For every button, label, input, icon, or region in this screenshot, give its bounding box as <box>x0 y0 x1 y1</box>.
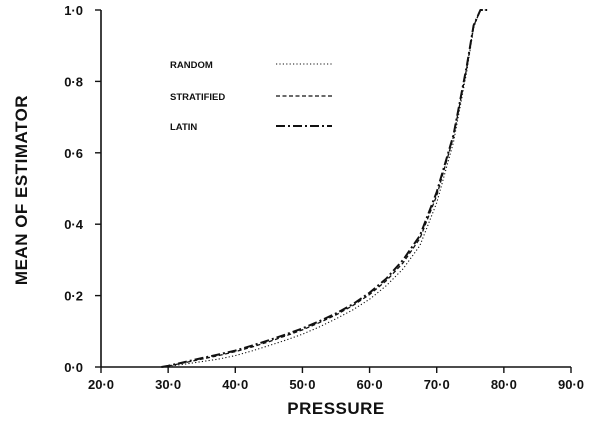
axes <box>100 10 571 368</box>
x-tick-label: 70·0 <box>424 377 450 392</box>
y-tick-label: 0·6 <box>64 146 83 161</box>
series-line-latin <box>161 9 488 368</box>
y-axis-title: MEAN OF ESTIMATOR <box>12 95 31 285</box>
x-tick-label: 90·0 <box>558 377 584 392</box>
y-tick-label: 0·2 <box>64 289 83 304</box>
y-tick-label: 1·0 <box>64 3 83 18</box>
y-tick-label: 0·8 <box>64 74 83 89</box>
tick-group: 20·0 30·0 40·0 50·0 60·0 70·0 80·0 90·0 0·0 0·2 0·… <box>64 3 584 392</box>
series-line-random <box>161 9 488 368</box>
y-tick-label: 0·4 <box>64 217 84 232</box>
x-axis-title: PRESSURE <box>287 399 385 418</box>
series-line-stratified <box>161 9 488 368</box>
series-group <box>161 9 488 368</box>
y-tick-label: 0·0 <box>64 360 83 375</box>
legend-label-latin: LATIN <box>170 122 197 133</box>
legend-label-stratified: STRATIFIED <box>170 92 225 103</box>
x-tick-label: 50·0 <box>289 377 315 392</box>
x-tick-label: 60·0 <box>357 377 383 392</box>
legend: RANDOM STRATIFIED LATIN <box>170 60 332 133</box>
x-tick-label: 20·0 <box>88 377 114 392</box>
x-tick-label: 80·0 <box>491 377 517 392</box>
x-tick-label: 30·0 <box>155 377 181 392</box>
x-tick-label: 40·0 <box>222 377 248 392</box>
legend-label-random: RANDOM <box>170 60 213 71</box>
